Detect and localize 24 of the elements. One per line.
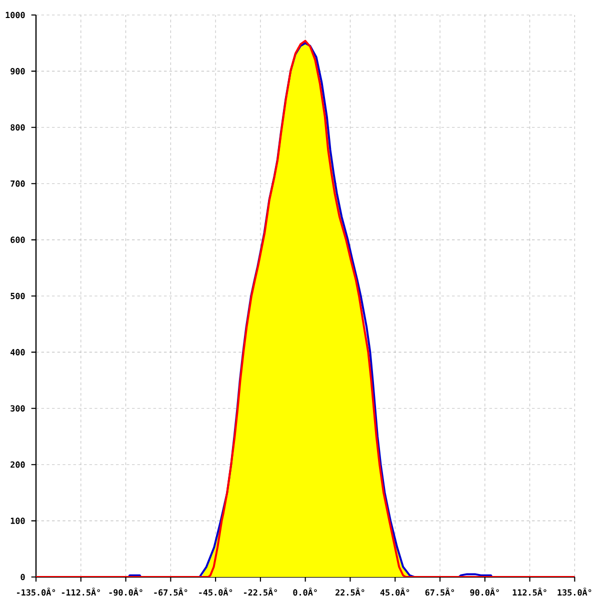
y-tick-label: 900 xyxy=(10,68,25,74)
x-tick-label: -135.0Â° xyxy=(17,588,56,596)
x-tick-label: 67.5Â° xyxy=(425,588,454,596)
x-tick-label: -67.5Â° xyxy=(154,588,188,596)
y-tick-label: 400 xyxy=(10,349,25,356)
y-tick-label: 0 xyxy=(20,574,25,580)
y-tick-label: 700 xyxy=(10,180,25,187)
x-tick-label: 0.0Â° xyxy=(293,588,317,596)
y-tick-label: 100 xyxy=(10,518,25,524)
x-tick-label: -22.5Â° xyxy=(244,588,277,596)
y-tick-label: 1000 xyxy=(6,12,25,18)
x-tick-label: 22.5Â° xyxy=(336,588,364,596)
y-tick-label: 300 xyxy=(10,405,25,412)
y-tick-label: 800 xyxy=(10,124,25,131)
x-tick-label: 45.0Â° xyxy=(380,588,410,596)
x-tick-label: 90.0Â° xyxy=(470,588,499,596)
y-tick-label: 500 xyxy=(10,292,25,300)
x-tick-label: -90.0Â° xyxy=(109,588,142,596)
x-tick-label: 135.0Â° xyxy=(558,588,592,596)
x-tick-label: 112.5Â° xyxy=(512,588,546,596)
x-tick-label: -112.5Â° xyxy=(62,588,100,596)
y-tick-label: 200 xyxy=(10,461,25,468)
x-tick-label: -45.0Â° xyxy=(199,588,232,596)
y-tick-label: 600 xyxy=(10,236,25,243)
